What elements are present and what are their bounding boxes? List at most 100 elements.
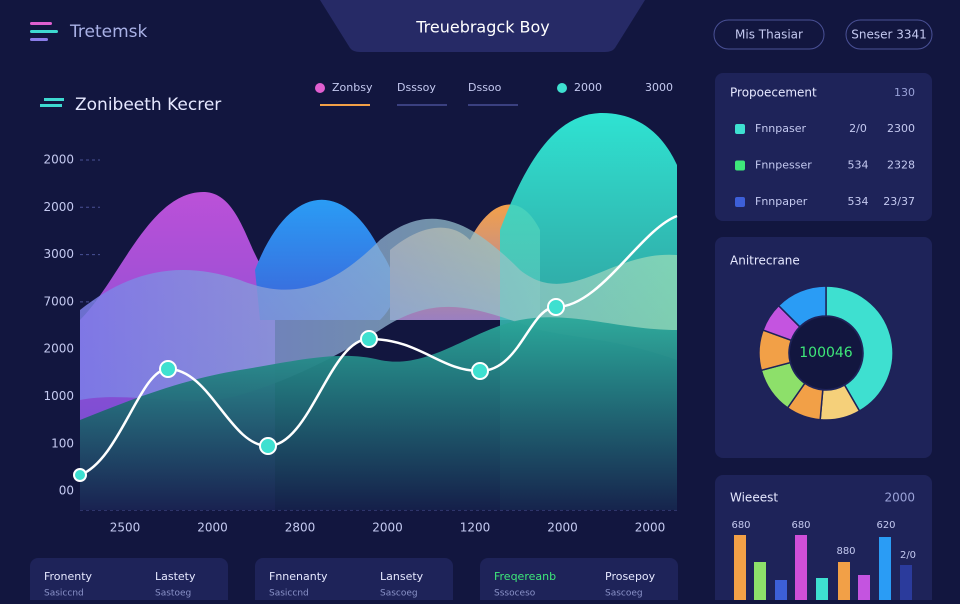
card-sub: Sascoeg <box>380 589 418 599</box>
donut-hole <box>790 317 862 389</box>
donut-center: 100046 <box>799 345 853 361</box>
header-button-label[interactable]: Mis Thasiar <box>735 28 803 42</box>
shape <box>159 360 177 378</box>
area-layers <box>80 112 677 510</box>
card-sub: Sasiccnd <box>269 589 309 599</box>
chart-title: Zonibeeth Kecrer <box>75 95 221 115</box>
brand-icon <box>30 22 58 41</box>
header-button[interactable] <box>713 19 825 50</box>
shape <box>754 562 766 602</box>
row-value: 23/37 <box>883 195 915 208</box>
legend-label: Dssoo <box>468 81 502 94</box>
mini-bars <box>734 535 912 604</box>
row-icon <box>735 197 745 207</box>
bar-label: 680 <box>731 520 750 531</box>
legend-label: Dsssoy <box>397 81 436 94</box>
brand: Tretemsk <box>69 22 148 42</box>
x-label: 2000 <box>635 521 666 535</box>
proposal-rows: Fnnpaser 2/0 2300 Fnnpesser 534 2328 Fnnpaper 5… <box>735 122 915 208</box>
card[interactable] <box>480 558 678 604</box>
panel-title: Propoecement <box>730 86 817 100</box>
shape <box>775 580 787 604</box>
y-label: 7000 <box>43 294 74 308</box>
bar-labels: 680 680 880 620 2/0 <box>731 520 916 561</box>
legend: Zonbsy Dsssoy Dssoo 2000 3000 <box>315 81 673 106</box>
row-value: 534 <box>848 195 869 208</box>
card-sub: Sastoeg <box>155 589 191 599</box>
y-axis: 2000 2000 3000 7000 2000 1000 100 00 <box>43 153 100 498</box>
shape <box>879 537 891 604</box>
x-label: 2000 <box>547 521 578 535</box>
card-label: Freqereanb <box>494 570 556 583</box>
legend-label: 3000 <box>645 81 673 94</box>
y-label: 2000 <box>43 200 74 214</box>
bar-label: 620 <box>876 520 895 531</box>
shape <box>30 38 48 41</box>
shape <box>360 330 378 348</box>
bar-label: 2/0 <box>900 550 916 561</box>
card-sub: Sasiccnd <box>44 589 84 599</box>
row-value: 534 <box>848 159 869 172</box>
cards: Fronenty Lastety Sasiccnd Sastoeg Fnnenanty L… <box>30 558 678 604</box>
row-value: 2300 <box>887 122 915 135</box>
card[interactable] <box>30 558 228 604</box>
shape <box>547 298 565 316</box>
donut-segment <box>777 285 827 328</box>
card-label: Fronenty <box>44 570 93 583</box>
legend-dot <box>557 83 567 93</box>
shape <box>858 575 870 604</box>
shape <box>259 437 277 455</box>
panel-badge: 130 <box>894 86 915 99</box>
shape <box>471 362 489 380</box>
legend-label: Zonbsy <box>332 81 373 94</box>
y-label: 2000 <box>43 342 74 356</box>
page-title: Treuebragck Boy <box>415 18 550 37</box>
y-label: 3000 <box>43 247 74 261</box>
card-label: Prosepoy <box>605 570 656 583</box>
card-label: Fnnenanty <box>269 570 328 583</box>
x-label: 2000 <box>372 521 403 535</box>
card[interactable] <box>255 558 453 604</box>
shape <box>80 317 677 510</box>
card-label: Lansety <box>380 570 424 583</box>
panel-title: Wieeest <box>730 491 778 505</box>
panel <box>715 73 932 221</box>
y-label: 1000 <box>43 389 74 403</box>
shape <box>40 104 62 107</box>
y-label: 100 <box>51 436 74 450</box>
trend-points <box>73 298 565 482</box>
shape <box>795 535 807 604</box>
donut-segment <box>825 285 894 413</box>
shape <box>73 468 87 482</box>
row-value: 2/0 <box>849 122 867 135</box>
header-button[interactable] <box>845 19 933 50</box>
donut <box>758 285 894 421</box>
shape <box>30 22 52 25</box>
panel-total: 2000 <box>884 491 915 505</box>
row-icon <box>735 124 745 134</box>
row-icon <box>735 160 745 171</box>
card-sub: Sssoceso <box>494 589 536 599</box>
legend-label: 2000 <box>574 81 602 94</box>
panel <box>715 475 932 604</box>
x-label: 2800 <box>285 521 316 535</box>
title-tab <box>320 0 645 52</box>
legend-underline <box>320 104 370 106</box>
x-label: 2000 <box>197 521 228 535</box>
row-label: Fnnpaper <box>755 195 808 208</box>
card-label: Lastety <box>155 570 196 583</box>
legend-underline <box>468 104 518 106</box>
y-label: 00 <box>59 484 74 498</box>
row-label: Fnnpaser <box>755 122 806 135</box>
legend-dot <box>315 83 325 93</box>
row-label: Fnnpesser <box>755 159 812 172</box>
shape <box>838 562 850 602</box>
card-sub: Sascoeg <box>605 589 643 599</box>
bar-label: 680 <box>791 520 810 531</box>
panel-title: Anitrecrane <box>730 254 800 268</box>
header-button-label[interactable]: Sneser 3341 <box>851 28 927 42</box>
legend-underline <box>397 104 447 106</box>
